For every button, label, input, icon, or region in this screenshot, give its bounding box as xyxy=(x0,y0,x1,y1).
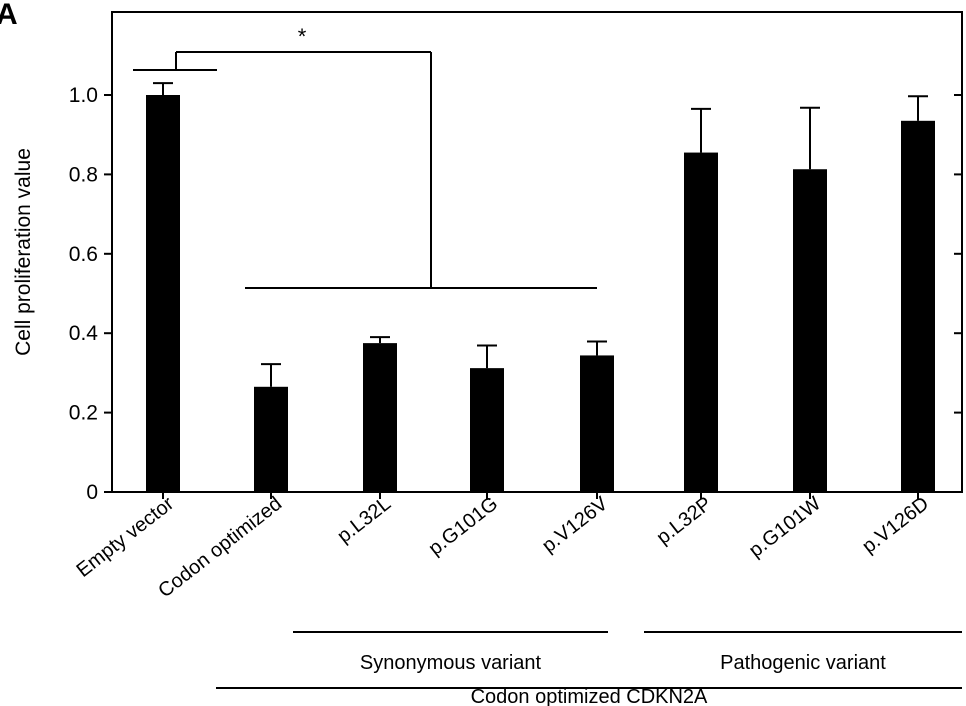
y-tick-label: 0 xyxy=(86,481,98,504)
y-tick-label: 0.4 xyxy=(69,322,99,345)
bar xyxy=(580,355,614,492)
category-label: p.V126D xyxy=(858,493,933,558)
bar xyxy=(684,152,718,492)
group-label: Pathogenic variant xyxy=(720,652,886,674)
category-label: p.L32L xyxy=(333,493,395,548)
category-label: p.G101G xyxy=(425,493,503,560)
y-axis-title: Cell proliferation value xyxy=(12,148,35,356)
group-label: Synonymous variant xyxy=(360,652,542,674)
bar xyxy=(793,169,827,492)
bar xyxy=(254,386,288,492)
panel-label: A xyxy=(0,0,18,31)
significance-marker: * xyxy=(298,24,307,49)
bar xyxy=(363,343,397,492)
y-tick-label: 0.6 xyxy=(69,243,98,266)
y-axis: 0 0.2 0.4 0.6 0.8 1.0 xyxy=(69,84,962,504)
category-label: p.G101W xyxy=(745,493,825,562)
significance-bracket: * xyxy=(133,24,597,289)
group-label: Codon optimized CDKN2A xyxy=(471,686,708,706)
bar xyxy=(470,368,504,492)
category-label: Empty vector xyxy=(73,492,179,581)
y-tick-label: 1.0 xyxy=(69,84,98,107)
group-brackets: Synonymous variant Pathogenic variant Codo… xyxy=(216,631,962,706)
category-label: p.V126V xyxy=(538,492,613,557)
y-tick-label: 0.2 xyxy=(69,402,98,425)
plot-frame xyxy=(111,11,963,493)
bar xyxy=(901,120,935,493)
bar xyxy=(146,95,180,492)
y-tick-label: 0.8 xyxy=(69,163,98,186)
bar-series xyxy=(146,82,935,499)
category-label: p.L32P xyxy=(653,493,716,549)
